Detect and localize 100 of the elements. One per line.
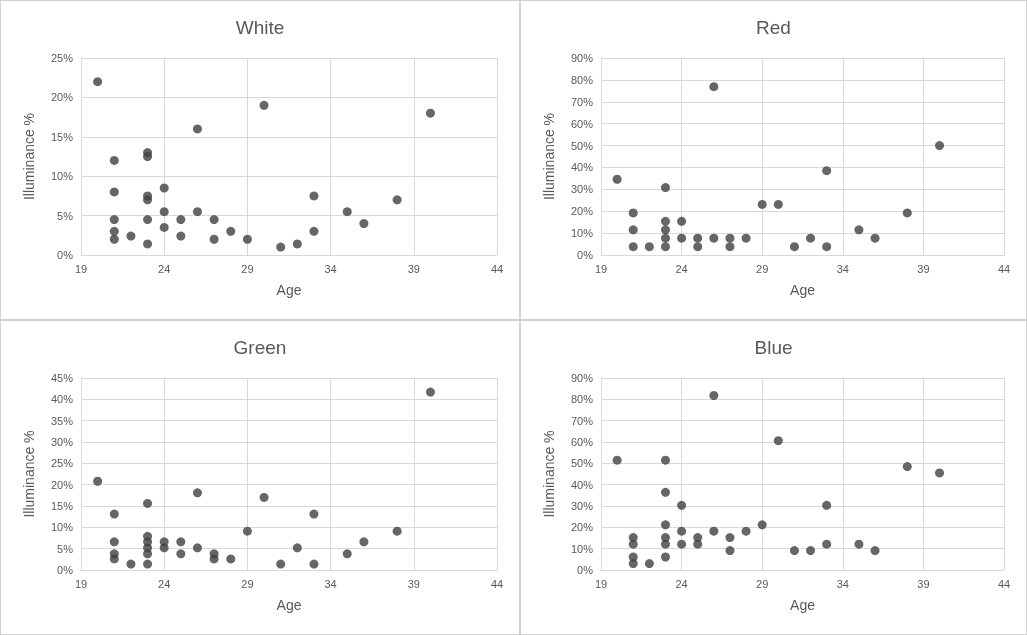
point [359, 218, 369, 228]
point [109, 554, 119, 564]
point [109, 537, 119, 547]
y-tick-label: 45% [50, 372, 74, 384]
point [693, 233, 703, 243]
point [773, 199, 783, 209]
point [709, 526, 719, 536]
point [159, 207, 169, 217]
y-tick-label: 15% [50, 500, 74, 512]
point [709, 391, 719, 400]
point [628, 539, 638, 549]
y-tick-label: 30% [570, 500, 594, 512]
y-axis-title: Illuminance % [541, 112, 557, 201]
point [192, 124, 202, 134]
x-tick-label: 24 [158, 262, 171, 275]
point [226, 226, 236, 236]
point [425, 108, 435, 118]
point [806, 233, 816, 243]
point [660, 520, 670, 530]
point [292, 543, 302, 553]
point [902, 462, 912, 472]
y-tick-label: 20% [50, 478, 74, 491]
y-tick-label: 40% [570, 478, 594, 491]
point [192, 207, 202, 217]
point [628, 242, 638, 252]
point [660, 183, 670, 193]
point [822, 166, 832, 176]
point [660, 552, 670, 562]
point [693, 539, 703, 549]
point [242, 526, 252, 536]
x-tick-label: 39 [407, 577, 420, 590]
y-tick-label: 60% [570, 436, 594, 448]
point [276, 559, 286, 569]
x-tick-label: 44 [490, 577, 504, 590]
point [109, 226, 119, 236]
y-tick-label: 50% [570, 139, 594, 152]
x-tick-label: 39 [917, 262, 930, 275]
chart-title: Green [233, 337, 287, 358]
point [741, 233, 751, 243]
y-tick-label: 30% [50, 436, 74, 448]
y-tick-label: 40% [570, 161, 594, 174]
y-tick-label: 90% [570, 52, 594, 64]
point [143, 215, 153, 225]
x-tick-label: 29 [241, 262, 254, 275]
x-axis-title: Age [790, 282, 816, 298]
x-tick-label: 19 [74, 262, 88, 275]
y-tick-label: 15% [50, 130, 74, 143]
y-tick-label: 0% [577, 564, 594, 576]
point [709, 82, 719, 92]
x-tick-label: 44 [997, 262, 1011, 275]
point [359, 537, 369, 547]
chart-title: White [235, 17, 285, 38]
point [176, 215, 186, 225]
point [126, 559, 136, 569]
x-tick-label: 44 [997, 577, 1011, 590]
point [789, 546, 799, 556]
y-tick-label: 10% [570, 227, 594, 240]
x-tick-label: 19 [594, 262, 608, 275]
point [693, 242, 703, 252]
point [192, 543, 202, 553]
x-tick-label: 24 [675, 577, 688, 590]
point [773, 436, 783, 446]
x-tick-label: 19 [594, 577, 608, 590]
point [612, 455, 622, 465]
point [192, 488, 202, 498]
point [143, 195, 153, 205]
point [176, 537, 186, 547]
point [870, 233, 880, 243]
point [109, 234, 119, 244]
point [660, 487, 670, 497]
point [660, 216, 670, 226]
point [392, 526, 402, 536]
y-tick-label: 80% [570, 73, 594, 86]
point [209, 234, 219, 244]
point [259, 492, 269, 502]
x-tick-label: 34 [324, 577, 337, 590]
y-tick-label: 90% [570, 372, 594, 384]
point [854, 225, 864, 235]
point [628, 208, 638, 218]
point [741, 526, 751, 536]
point [276, 242, 286, 252]
point [935, 141, 945, 151]
point [806, 546, 816, 556]
point [757, 520, 767, 530]
point [757, 199, 767, 209]
point [392, 195, 402, 205]
point [822, 500, 832, 510]
x-tick-label: 29 [241, 577, 254, 590]
x-tick-label: 24 [675, 262, 688, 275]
point [126, 231, 136, 241]
point [309, 559, 319, 569]
point [725, 533, 735, 543]
x-tick-label: 34 [324, 262, 337, 275]
y-tick-label: 10% [50, 521, 74, 534]
y-tick-label: 0% [57, 249, 74, 261]
point [209, 554, 219, 564]
y-tick-label: 20% [570, 205, 594, 218]
y-tick-label: 40% [50, 393, 74, 406]
y-axis-title: Illuminance % [21, 112, 37, 201]
point [628, 225, 638, 235]
